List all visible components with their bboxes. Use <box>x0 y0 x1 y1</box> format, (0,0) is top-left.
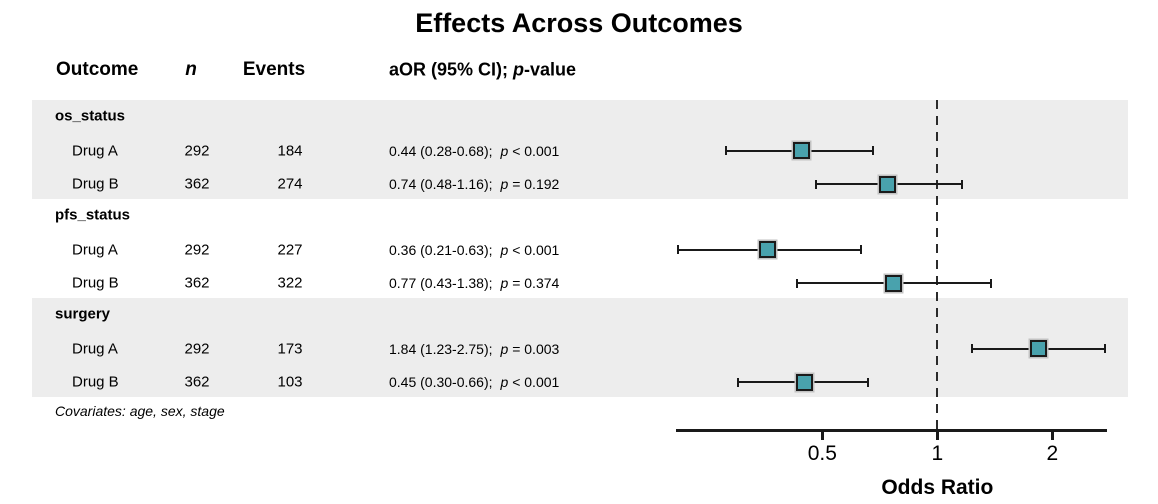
group-label: os_status <box>55 107 126 125</box>
row-label: Drug A <box>72 241 118 258</box>
ci-cap-right <box>859 245 862 254</box>
column-header-events: Events <box>242 59 306 80</box>
forest-marker <box>878 175 896 193</box>
row-n: 362 <box>184 175 210 193</box>
ci-cap-left <box>970 344 973 353</box>
row-estimate: 0.74 (0.48-1.16); p = 0.192 <box>389 176 560 192</box>
ci-cap-left <box>725 146 728 155</box>
ci-cap-left <box>736 377 739 387</box>
x-axis-label: Odds Ratio <box>881 476 994 499</box>
ci-cap-right <box>872 146 875 155</box>
row-estimate: 1.84 (1.23-2.75); p = 0.003 <box>389 340 560 357</box>
x-axis-line <box>676 429 1107 432</box>
row-label: Drug B <box>72 175 119 193</box>
row-n: 292 <box>184 241 210 258</box>
ci-cap-right <box>989 278 992 288</box>
x-axis-tick <box>820 432 824 440</box>
group-label: surgery <box>55 305 111 323</box>
ci-cap-right <box>960 179 963 189</box>
row-events: 322 <box>277 274 303 292</box>
group-band <box>32 100 1128 199</box>
row-estimate: 0.77 (0.43-1.38); p = 0.374 <box>389 275 560 291</box>
x-axis-tick <box>1050 432 1054 440</box>
column-header-outcome: Outcome <box>56 59 139 80</box>
row-n: 362 <box>184 274 210 292</box>
x-axis-tick <box>935 432 939 440</box>
row-events: 227 <box>277 241 303 258</box>
forest-marker <box>792 142 810 159</box>
row-events: 173 <box>277 340 303 357</box>
row-label: Drug A <box>72 142 118 159</box>
forest-marker <box>796 373 814 391</box>
column-header-n: n <box>185 59 197 80</box>
ci-cap-right <box>1104 344 1107 353</box>
column-header-estimate: aOR (95% CI); p-value <box>389 59 577 80</box>
row-events: 184 <box>277 142 303 159</box>
row-estimate: 0.44 (0.28-0.68); p < 0.001 <box>389 142 560 159</box>
row-label: Drug A <box>72 340 118 357</box>
forest-marker <box>885 274 903 292</box>
row-n: 292 <box>184 340 210 357</box>
row-n: 292 <box>184 142 210 159</box>
reference-line <box>936 100 939 431</box>
row-estimate: 0.45 (0.30-0.66); p < 0.001 <box>389 374 560 390</box>
x-tick-label: 1 <box>931 442 944 465</box>
forest-marker <box>759 241 777 258</box>
group-label: pfs_status <box>55 206 131 224</box>
ci-cap-left <box>796 278 799 288</box>
x-tick-label: 2 <box>1046 442 1059 465</box>
forest-marker <box>1030 340 1048 357</box>
x-tick-label: 0.5 <box>807 442 837 465</box>
row-n: 362 <box>184 373 210 391</box>
ci-cap-right <box>867 377 870 387</box>
ci-cap-left <box>677 245 680 254</box>
figure-title: Effects Across Outcomes <box>415 8 743 38</box>
row-events: 274 <box>277 175 303 193</box>
row-estimate: 0.36 (0.21-0.63); p < 0.001 <box>389 241 560 258</box>
footnote: Covariates: age, sex, stage <box>55 403 225 419</box>
row-label: Drug B <box>72 274 119 292</box>
ci-cap-left <box>814 179 817 189</box>
row-label: Drug B <box>72 373 119 391</box>
group-band <box>32 298 1128 397</box>
row-events: 103 <box>277 373 303 391</box>
